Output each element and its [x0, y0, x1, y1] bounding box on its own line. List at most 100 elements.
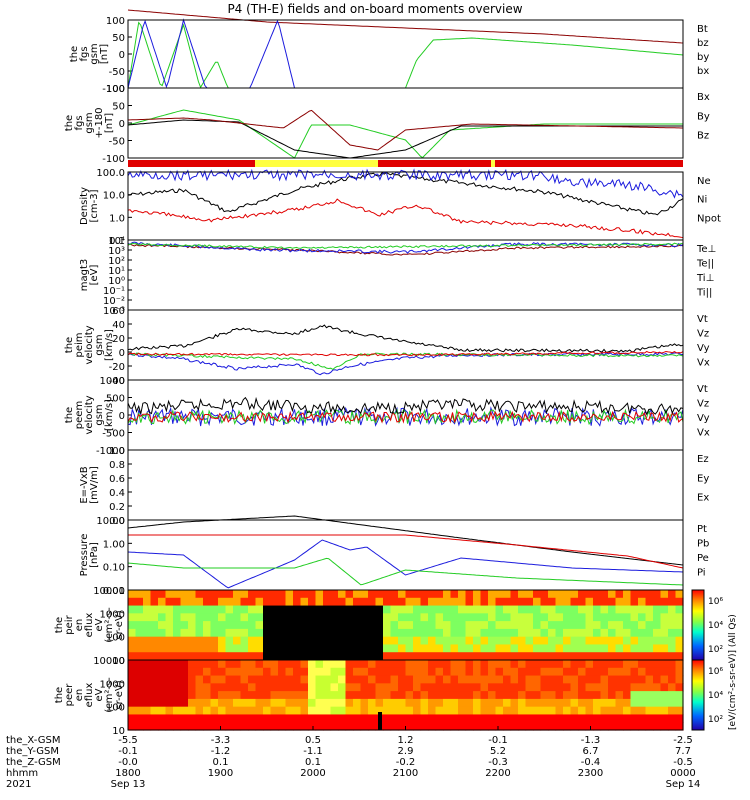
- spectrogram-cell: [195, 714, 204, 723]
- spectrogram-cell: [473, 675, 482, 684]
- ylabel-line: en: [74, 619, 85, 632]
- legend-vel_e-vy: Vy: [697, 413, 710, 424]
- ylabel-line: the: [64, 337, 75, 353]
- spectrogram-cell: [150, 722, 159, 731]
- spectrogram-cell: [413, 683, 422, 692]
- spectrogram-cell: [263, 628, 272, 638]
- spectrogram-cell: [128, 667, 137, 677]
- spectrogram-cell: [443, 613, 452, 622]
- spectrogram-cell: [173, 636, 182, 646]
- spectrogram-cell: [563, 605, 572, 614]
- spectrogram-cell: [630, 605, 639, 614]
- ylabel-line: fgs: [79, 46, 90, 61]
- spectrogram-cell: [660, 590, 669, 599]
- spectrogram-cell: [473, 691, 482, 700]
- spectrogram-cell: [278, 628, 287, 638]
- spectrogram-cell: [458, 698, 467, 708]
- spectrogram-cell: [158, 660, 167, 669]
- panel-fgs_lim-ytick: 0: [119, 119, 125, 130]
- spectrogram-cell: [195, 621, 204, 630]
- spectrogram-cell: [173, 621, 182, 630]
- spectrogram-cell: [233, 675, 242, 684]
- spectrogram-cell: [128, 706, 137, 716]
- spectrogram-cell: [173, 698, 182, 708]
- legend-efield-ex: Ex: [697, 493, 709, 504]
- spectrogram-cell: [660, 613, 669, 622]
- spectrogram-cell: [300, 683, 309, 692]
- spectrogram-cell: [390, 683, 399, 692]
- ylabel-line: the: [54, 617, 65, 633]
- spectrogram-cell: [533, 628, 542, 638]
- spectrogram-cell: [143, 613, 152, 622]
- spectrogram-cell: [270, 590, 279, 599]
- spectrogram-cell: [653, 706, 662, 716]
- spectrogram-cell: [413, 636, 422, 646]
- spectrogram-cell: [630, 636, 639, 646]
- spectrogram-cell: [495, 691, 504, 700]
- spectrogram-cell: [323, 628, 332, 638]
- spectrogram-cell: [233, 660, 242, 669]
- spectrogram-cell: [623, 636, 632, 646]
- spectrogram-cell: [285, 667, 294, 677]
- spectrogram-cell: [158, 675, 167, 684]
- spectrogram-cell: [630, 675, 639, 684]
- spectrogram-cell: [533, 644, 542, 653]
- spectrogram-cell: [315, 675, 324, 684]
- spectrogram-cell: [270, 714, 279, 723]
- spectrogram-cell: [645, 590, 654, 599]
- spectrogram-cell: [593, 628, 602, 638]
- spectrogram-cell: [473, 597, 482, 607]
- spectrogram-cell: [638, 644, 647, 653]
- panel-peer-ytick: 1000: [100, 679, 125, 690]
- spectrogram-cell: [525, 683, 534, 692]
- spectrogram-cell: [585, 691, 594, 700]
- spectrogram-cell: [555, 628, 564, 638]
- spectrogram-cell: [180, 722, 189, 731]
- spectrogram-cell: [443, 628, 452, 638]
- spectrogram-cell: [480, 660, 489, 669]
- spectrogram-cell: [533, 722, 542, 731]
- spectrogram-cell: [518, 628, 527, 638]
- spectrogram-cell: [143, 644, 152, 653]
- spectrogram-cell: [300, 628, 309, 638]
- spectrogram-cell: [435, 613, 444, 622]
- spectrogram-cell: [218, 590, 227, 599]
- spectrogram-cell: [375, 691, 384, 700]
- spectrogram-cell: [225, 722, 234, 731]
- spectrogram-cell: [413, 698, 422, 708]
- spectrogram-cell: [383, 691, 392, 700]
- spectrogram-cell: [443, 675, 452, 684]
- spectrogram-cell: [630, 714, 639, 723]
- spectrogram-cell: [578, 621, 587, 630]
- spectrogram-cell: [240, 667, 249, 677]
- spectrogram-cell: [600, 590, 609, 599]
- spectrogram-cell: [150, 652, 159, 661]
- spectrogram-cell: [195, 675, 204, 684]
- spectrogram-cell: [375, 621, 384, 630]
- panel-vel_i-ytick: 0: [119, 348, 125, 359]
- spectrogram-cell: [188, 621, 197, 630]
- spectrogram-cell: [420, 683, 429, 692]
- spectrogram-cell: [548, 621, 557, 630]
- spectrogram-cell: [225, 597, 234, 607]
- spectrogram-cell: [450, 636, 459, 646]
- spectrogram-cell: [225, 652, 234, 661]
- spectrogram-cell: [480, 590, 489, 599]
- spectrogram-cell: [675, 660, 684, 669]
- spectrogram-cell: [293, 683, 302, 692]
- spectrogram-cell: [675, 722, 684, 731]
- spectrogram-cell: [180, 660, 189, 669]
- spectrogram-cell: [233, 621, 242, 630]
- spectrogram-cell: [240, 683, 249, 692]
- spectrogram-cell: [360, 667, 369, 677]
- ylabel-line: [nT]: [99, 44, 110, 64]
- spectrogram-cell: [413, 621, 422, 630]
- spectrogram-cell: [375, 675, 384, 684]
- spectrogram-cell: [150, 714, 159, 723]
- spectrogram-cell: [180, 675, 189, 684]
- spectrogram-cell: [368, 644, 377, 653]
- spectrogram-cell: [465, 590, 474, 599]
- spectrogram-cell: [465, 644, 474, 653]
- spectrogram-cell: [540, 691, 549, 700]
